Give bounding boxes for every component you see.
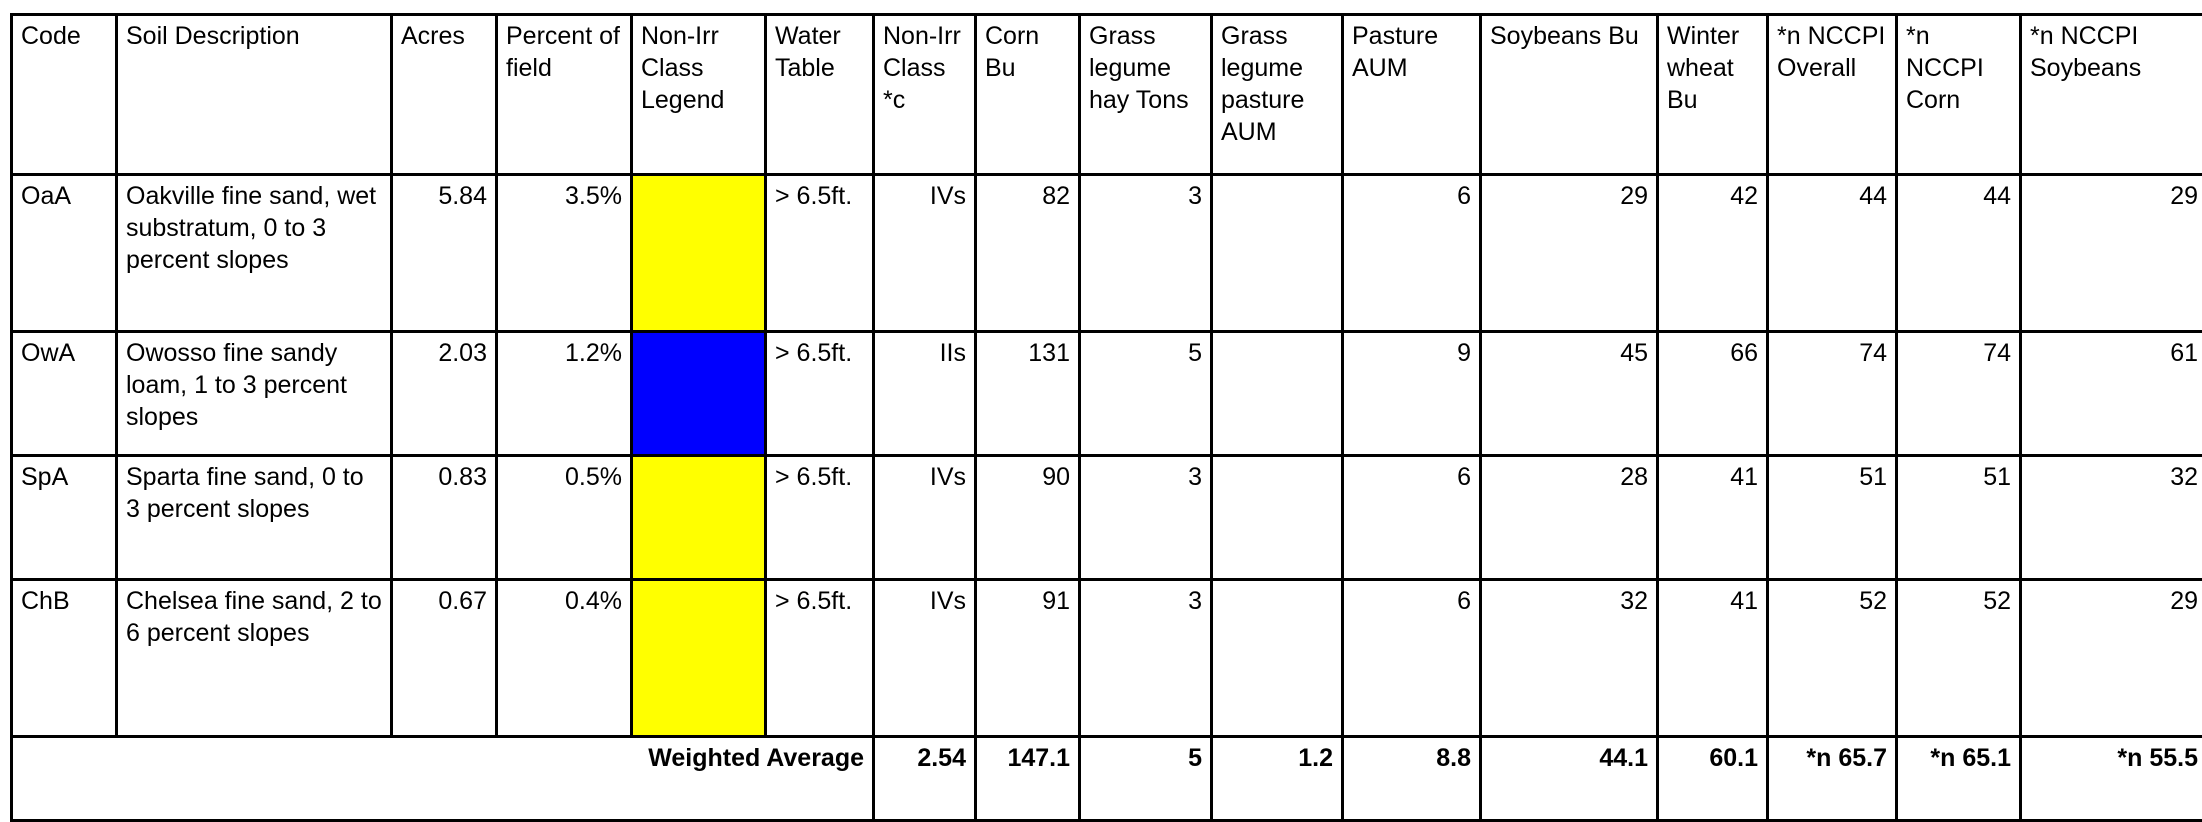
column-header: Non-Irr Class Legend — [632, 15, 766, 175]
grass-pasture-value — [1212, 332, 1343, 456]
water-table-value: > 6.5ft. — [766, 175, 874, 332]
table-row: OaA Oakville fine sand, wet substratum, … — [12, 175, 2202, 332]
corn-value: 91 — [976, 580, 1080, 737]
weighted-hay-value: 5 — [1080, 737, 1212, 821]
soybeans-value: 28 — [1481, 456, 1658, 580]
nccpi-overall-value: 51 — [1768, 456, 1897, 580]
nccpi-soybeans-value: 29 — [2021, 580, 2202, 737]
weighted-class-value: 2.54 — [874, 737, 976, 821]
column-header: Grass legume hay Tons — [1080, 15, 1212, 175]
class-legend-swatch — [632, 456, 766, 580]
class-legend-swatch — [632, 580, 766, 737]
pasture-value: 9 — [1343, 332, 1481, 456]
acres-value: 0.83 — [392, 456, 497, 580]
wheat-value: 41 — [1658, 456, 1768, 580]
soil-code: OaA — [12, 175, 117, 332]
weighted-nccpi-corn-value: *n 65.1 — [1897, 737, 2021, 821]
hay-value: 3 — [1080, 175, 1212, 332]
water-table-value: > 6.5ft. — [766, 456, 874, 580]
grass-pasture-value — [1212, 175, 1343, 332]
nccpi-soybeans-value: 32 — [2021, 456, 2202, 580]
column-header: Percent of field — [497, 15, 632, 175]
soil-code: OwA — [12, 332, 117, 456]
soybeans-value: 32 — [1481, 580, 1658, 737]
pasture-value: 6 — [1343, 456, 1481, 580]
percent-value: 1.2% — [497, 332, 632, 456]
acres-value: 2.03 — [392, 332, 497, 456]
nccpi-soybeans-value: 61 — [2021, 332, 2202, 456]
weighted-soybeans-value: 44.1 — [1481, 737, 1658, 821]
column-header: Pasture AUM — [1343, 15, 1481, 175]
soil-table: Code Soil Description Acres Percent of f… — [10, 13, 2202, 822]
weighted-pasture-value: 8.8 — [1343, 737, 1481, 821]
column-header: Winter wheat Bu — [1658, 15, 1768, 175]
soil-code: SpA — [12, 456, 117, 580]
water-table-value: > 6.5ft. — [766, 580, 874, 737]
weighted-average-label: Weighted Average — [12, 737, 874, 821]
nccpi-overall-value: 74 — [1768, 332, 1897, 456]
soil-description: Owosso fine sandy loam, 1 to 3 percent s… — [117, 332, 392, 456]
hay-value: 5 — [1080, 332, 1212, 456]
column-header: Corn Bu — [976, 15, 1080, 175]
soil-description: Chelsea fine sand, 2 to 6 percent slopes — [117, 580, 392, 737]
hay-value: 3 — [1080, 456, 1212, 580]
weighted-nccpi-overall-value: *n 65.7 — [1768, 737, 1897, 821]
nccpi-overall-value: 44 — [1768, 175, 1897, 332]
wheat-value: 41 — [1658, 580, 1768, 737]
table-row: ChB Chelsea fine sand, 2 to 6 percent sl… — [12, 580, 2202, 737]
grass-pasture-value — [1212, 456, 1343, 580]
corn-value: 131 — [976, 332, 1080, 456]
percent-value: 3.5% — [497, 175, 632, 332]
nccpi-corn-value: 51 — [1897, 456, 2021, 580]
grass-pasture-value — [1212, 580, 1343, 737]
nccpi-soybeans-value: 29 — [2021, 175, 2202, 332]
weighted-grass-pasture-value: 1.2 — [1212, 737, 1343, 821]
column-header: Code — [12, 15, 117, 175]
nccpi-overall-value: 52 — [1768, 580, 1897, 737]
column-header: Non-Irr Class *c — [874, 15, 976, 175]
wheat-value: 66 — [1658, 332, 1768, 456]
column-header: Soybeans Bu — [1481, 15, 1658, 175]
pasture-value: 6 — [1343, 580, 1481, 737]
non-irr-class-value: IIs — [874, 332, 976, 456]
class-legend-swatch — [632, 175, 766, 332]
water-table-value: > 6.5ft. — [766, 332, 874, 456]
percent-value: 0.5% — [497, 456, 632, 580]
class-legend-swatch — [632, 332, 766, 456]
column-header: *n NCCPI Corn — [1897, 15, 2021, 175]
column-header: *n NCCPI Soybeans — [2021, 15, 2202, 175]
soil-code: ChB — [12, 580, 117, 737]
nccpi-corn-value: 52 — [1897, 580, 2021, 737]
header-row: Code Soil Description Acres Percent of f… — [12, 15, 2202, 175]
weighted-nccpi-soybeans-value: *n 55.5 — [2021, 737, 2202, 821]
table-row: SpA Sparta fine sand, 0 to 3 percent slo… — [12, 456, 2202, 580]
pasture-value: 6 — [1343, 175, 1481, 332]
nccpi-corn-value: 44 — [1897, 175, 2021, 332]
column-header: Acres — [392, 15, 497, 175]
wheat-value: 42 — [1658, 175, 1768, 332]
corn-value: 82 — [976, 175, 1080, 332]
non-irr-class-value: IVs — [874, 175, 976, 332]
column-header: Grass legume pasture AUM — [1212, 15, 1343, 175]
percent-value: 0.4% — [497, 580, 632, 737]
corn-value: 90 — [976, 456, 1080, 580]
non-irr-class-value: IVs — [874, 580, 976, 737]
acres-value: 0.67 — [392, 580, 497, 737]
acres-value: 5.84 — [392, 175, 497, 332]
weighted-wheat-value: 60.1 — [1658, 737, 1768, 821]
column-header: *n NCCPI Overall — [1768, 15, 1897, 175]
soybeans-value: 29 — [1481, 175, 1658, 332]
soil-description: Sparta fine sand, 0 to 3 percent slopes — [117, 456, 392, 580]
nccpi-corn-value: 74 — [1897, 332, 2021, 456]
column-header: Water Table — [766, 15, 874, 175]
hay-value: 3 — [1080, 580, 1212, 737]
soil-description: Oakville fine sand, wet substratum, 0 to… — [117, 175, 392, 332]
weighted-corn-value: 147.1 — [976, 737, 1080, 821]
weighted-average-row: Weighted Average 2.54 147.1 5 1.2 8.8 44… — [12, 737, 2202, 821]
non-irr-class-value: IVs — [874, 456, 976, 580]
column-header: Soil Description — [117, 15, 392, 175]
soybeans-value: 45 — [1481, 332, 1658, 456]
table-row: OwA Owosso fine sandy loam, 1 to 3 perce… — [12, 332, 2202, 456]
